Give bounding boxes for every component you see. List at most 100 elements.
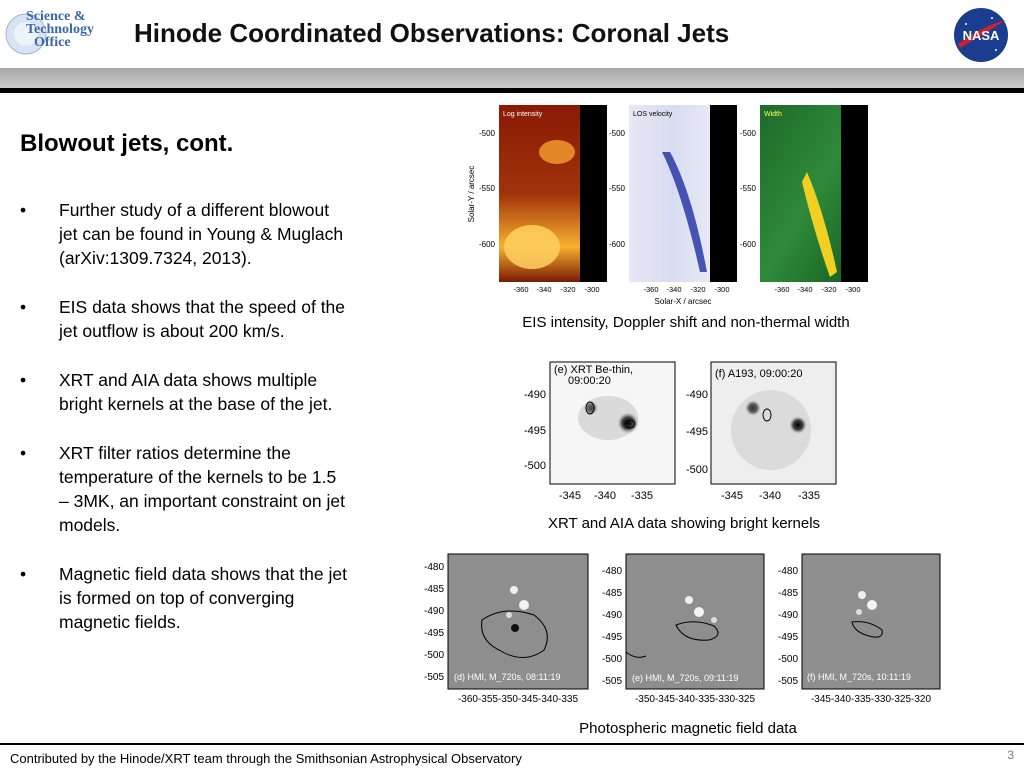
svg-text:-300: -300 [584,285,599,294]
svg-text:-320: -320 [560,285,575,294]
header-divider [0,88,1024,93]
svg-text:-495: -495 [686,426,708,438]
svg-text:-490: -490 [602,610,622,621]
hmi-caption: Photospheric magnetic field data [579,720,797,737]
xrt-aia-y-ticks: -490 -495 -500 -490 -495 -500 [524,389,708,476]
bullet-marker: • [20,443,27,463]
svg-text:-320: -320 [821,285,836,294]
svg-text:-300: -300 [714,285,729,294]
svg-text:-340: -340 [666,285,681,294]
svg-text:-500: -500 [740,129,757,138]
hmi-x-ticks-f: -345-340-335-330-325-320 [811,694,932,705]
svg-text:-500: -500 [524,460,546,472]
bullet-text: Magnetic field data shows that the jet i… [59,564,347,632]
xrt-panel-label-line2: 09:00:20 [568,375,611,387]
svg-text:-340: -340 [759,490,781,502]
svg-text:-340: -340 [797,285,812,294]
svg-text:-480: -480 [778,566,798,577]
nasa-logo: NASA [954,8,1008,62]
eis-intensity-mask [580,105,607,282]
bullet-text: XRT filter ratios determine the temperat… [59,443,345,535]
eis-y-ticks: -500 -550 -600 -500 -550 -600 -500 -550 -600 [479,129,757,249]
eis-panel-label-intensity: Log intensity [503,111,543,118]
svg-text:-340: -340 [536,285,551,294]
svg-text:-335: -335 [631,490,653,502]
eis-panel-label-width: Width [764,111,782,118]
svg-text:-495: -495 [424,628,444,639]
bullet-list: • Further study of a different blowout je… [20,198,350,659]
svg-text:NASA: NASA [963,28,1000,43]
svg-text:-495: -495 [524,425,546,437]
svg-text:-500: -500 [602,654,622,665]
xrt-aia-x-ticks: -345 -340 -335 -345 -340 -335 [559,490,820,502]
bullet-marker: • [20,297,27,317]
svg-text:-495: -495 [602,632,622,643]
slide-header: Science & Technology Office Hinode Coord… [0,0,1024,68]
logo-text: Science & Technology Office [26,9,94,50]
bullet-text: Further study of a different blowout jet… [59,200,344,268]
xrt-aia-figure: (e) XRT Be-thin, 09:00:20 (f) A193, 09:0… [524,361,837,502]
hmi-figure: (d) HMI, M_720s, 08:11:19 (e) HMI, M_720… [424,553,941,705]
page-number: 3 [1007,748,1014,762]
hmi-image-f [801,553,941,690]
bullet-text: XRT and AIA data shows multiple bright k… [59,370,333,414]
svg-text:-480: -480 [424,562,444,573]
svg-text:-550: -550 [740,184,757,193]
hmi-x-ticks-d: -360-355-350-345-340-335 [458,694,579,705]
svg-text:-550: -550 [609,184,626,193]
svg-text:-500: -500 [479,129,496,138]
xrt-panel-label-line1: (e) XRT Be-thin, [554,364,633,376]
xrt-aia-caption: XRT and AIA data showing bright kernels [547,515,821,532]
eis-caption: EIS intensity, Doppler shift and non-the… [522,314,850,331]
bullet-item: • XRT filter ratios determine the temper… [20,441,350,537]
svg-text:-340: -340 [594,490,616,502]
svg-text:-600: -600 [479,240,496,249]
svg-text:-360: -360 [513,285,528,294]
eis-x-ticks: -360 -340 -320 -300 -360 -340 -320 -300 -360 -3… [513,285,860,294]
svg-text:-490: -490 [424,606,444,617]
bullet-item: • Magnetic field data shows that the jet … [20,562,350,634]
science-technology-office-logo [5,13,47,55]
bullet-marker: • [20,370,27,390]
svg-text:-360: -360 [774,285,789,294]
bullet-item: • EIS data shows that the speed of the j… [20,295,350,343]
eis-xlabel: Solar-X / arcsec [655,297,712,306]
footer-credit: Contributed by the Hinode/XRT team throu… [10,751,522,766]
svg-text:-505: -505 [424,672,444,683]
svg-text:-505: -505 [778,676,798,687]
svg-text:-490: -490 [686,389,708,401]
hmi-panel-label-d: (d) HMI, M_720s, 08:11:19 [454,672,560,682]
svg-text:-300: -300 [845,285,860,294]
svg-text:-490: -490 [524,389,546,401]
hmi-image-d [447,553,589,690]
svg-text:-480: -480 [602,566,622,577]
svg-text:-485: -485 [602,588,622,599]
svg-text:-500: -500 [424,650,444,661]
svg-text:-500: -500 [609,129,626,138]
svg-text:-495: -495 [778,632,798,643]
slide-title: Hinode Coordinated Observations: Coronal… [134,18,730,48]
bullet-item: • Further study of a different blowout je… [20,198,350,270]
svg-text:-600: -600 [609,240,626,249]
svg-text:-485: -485 [778,588,798,599]
svg-text:-485: -485 [424,584,444,595]
eis-ylabel: Solar-Y / arcsec [467,166,476,223]
svg-text:-335: -335 [798,490,820,502]
header-gray-band [0,68,1024,88]
bullet-marker: • [20,564,27,584]
svg-text:-505: -505 [602,676,622,687]
svg-text:-345: -345 [721,490,743,502]
aia-panel-label: (f) A193, 09:00:20 [715,368,802,380]
hmi-x-ticks-e: -350-345-340-335-330-325 [635,694,756,705]
svg-text:-360: -360 [643,285,658,294]
bullet-text: EIS data shows that the speed of the jet… [59,297,346,341]
eis-figure: Log intensity LOS velocity Width -500 -55… [467,105,868,306]
hmi-panel-label-f: (f) HMI, M_720s, 10:11:19 [807,672,911,682]
svg-text:-490: -490 [778,610,798,621]
slide-subtitle: Blowout jets, cont. [20,130,234,157]
bullet-marker: • [20,200,27,220]
svg-text:-500: -500 [778,654,798,665]
hmi-panel-label-e: (e) HMI, M_720s, 09:11:19 [632,673,738,683]
svg-text:-320: -320 [690,285,705,294]
footer-divider [0,743,1024,745]
